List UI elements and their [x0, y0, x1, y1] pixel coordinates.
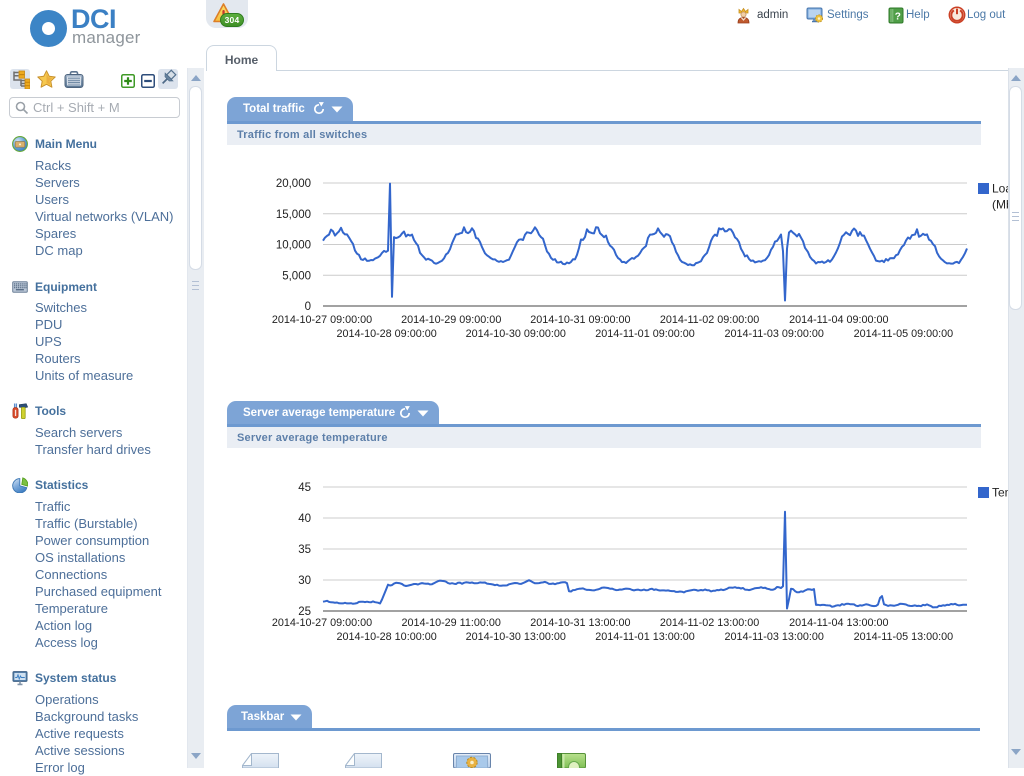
svg-text:20,000: 20,000 [276, 178, 311, 190]
svg-text:2014-10-28 10:00:00: 2014-10-28 10:00:00 [336, 631, 436, 643]
svg-text:2014-10-31 13:00:00: 2014-10-31 13:00:00 [530, 617, 630, 629]
svg-text:0: 0 [305, 301, 311, 313]
svg-text:?: ? [895, 12, 901, 23]
svg-text:5,000: 5,000 [282, 270, 311, 282]
svg-text:2014-11-01 13:00:00: 2014-11-01 13:00:00 [595, 631, 694, 643]
svg-text:2014-11-02 09:00:00: 2014-11-02 09:00:00 [660, 314, 759, 326]
svg-text:2014-11-03 13:00:00: 2014-11-03 13:00:00 [724, 631, 823, 643]
svg-text:10,000: 10,000 [276, 240, 311, 252]
svg-text:30: 30 [298, 575, 311, 587]
svg-text:15,000: 15,000 [276, 209, 311, 221]
svg-text:2014-10-29 11:00:00: 2014-10-29 11:00:00 [401, 617, 500, 629]
svg-text:2014-10-29 09:00:00: 2014-10-29 09:00:00 [401, 314, 501, 326]
svg-text:(Mbit/s): (Mbit/s) [992, 198, 1008, 212]
svg-text:2014-10-27 09:00:00: 2014-10-27 09:00:00 [272, 617, 372, 629]
svg-text:2014-10-30 09:00:00: 2014-10-30 09:00:00 [466, 328, 566, 340]
svg-text:2014-11-04 13:00:00: 2014-11-04 13:00:00 [789, 617, 888, 629]
svg-text:2014-10-28 09:00:00: 2014-10-28 09:00:00 [336, 328, 436, 340]
svg-text:45: 45 [298, 482, 311, 494]
svg-text:2014-10-30 13:00:00: 2014-10-30 13:00:00 [466, 631, 566, 643]
svg-text:2014-11-05 13:00:00: 2014-11-05 13:00:00 [854, 631, 953, 643]
svg-text:2014-10-27 09:00:00: 2014-10-27 09:00:00 [272, 314, 372, 326]
svg-text:2014-10-31 09:00:00: 2014-10-31 09:00:00 [530, 314, 630, 326]
svg-text:40: 40 [298, 513, 311, 525]
svg-text:2014-11-04 09:00:00: 2014-11-04 09:00:00 [789, 314, 888, 326]
svg-text:2014-11-05 09:00:00: 2014-11-05 09:00:00 [854, 328, 953, 340]
svg-text:2014-11-01 09:00:00: 2014-11-01 09:00:00 [595, 328, 694, 340]
svg-text:2014-11-03 09:00:00: 2014-11-03 09:00:00 [724, 328, 823, 340]
svg-text:2014-11-02 13:00:00: 2014-11-02 13:00:00 [660, 617, 759, 629]
svg-text:Temperature: Temperature [992, 486, 1008, 500]
svg-text:25: 25 [298, 606, 311, 618]
svg-text:35: 35 [298, 544, 311, 556]
svg-text:Load: Load [992, 182, 1008, 196]
